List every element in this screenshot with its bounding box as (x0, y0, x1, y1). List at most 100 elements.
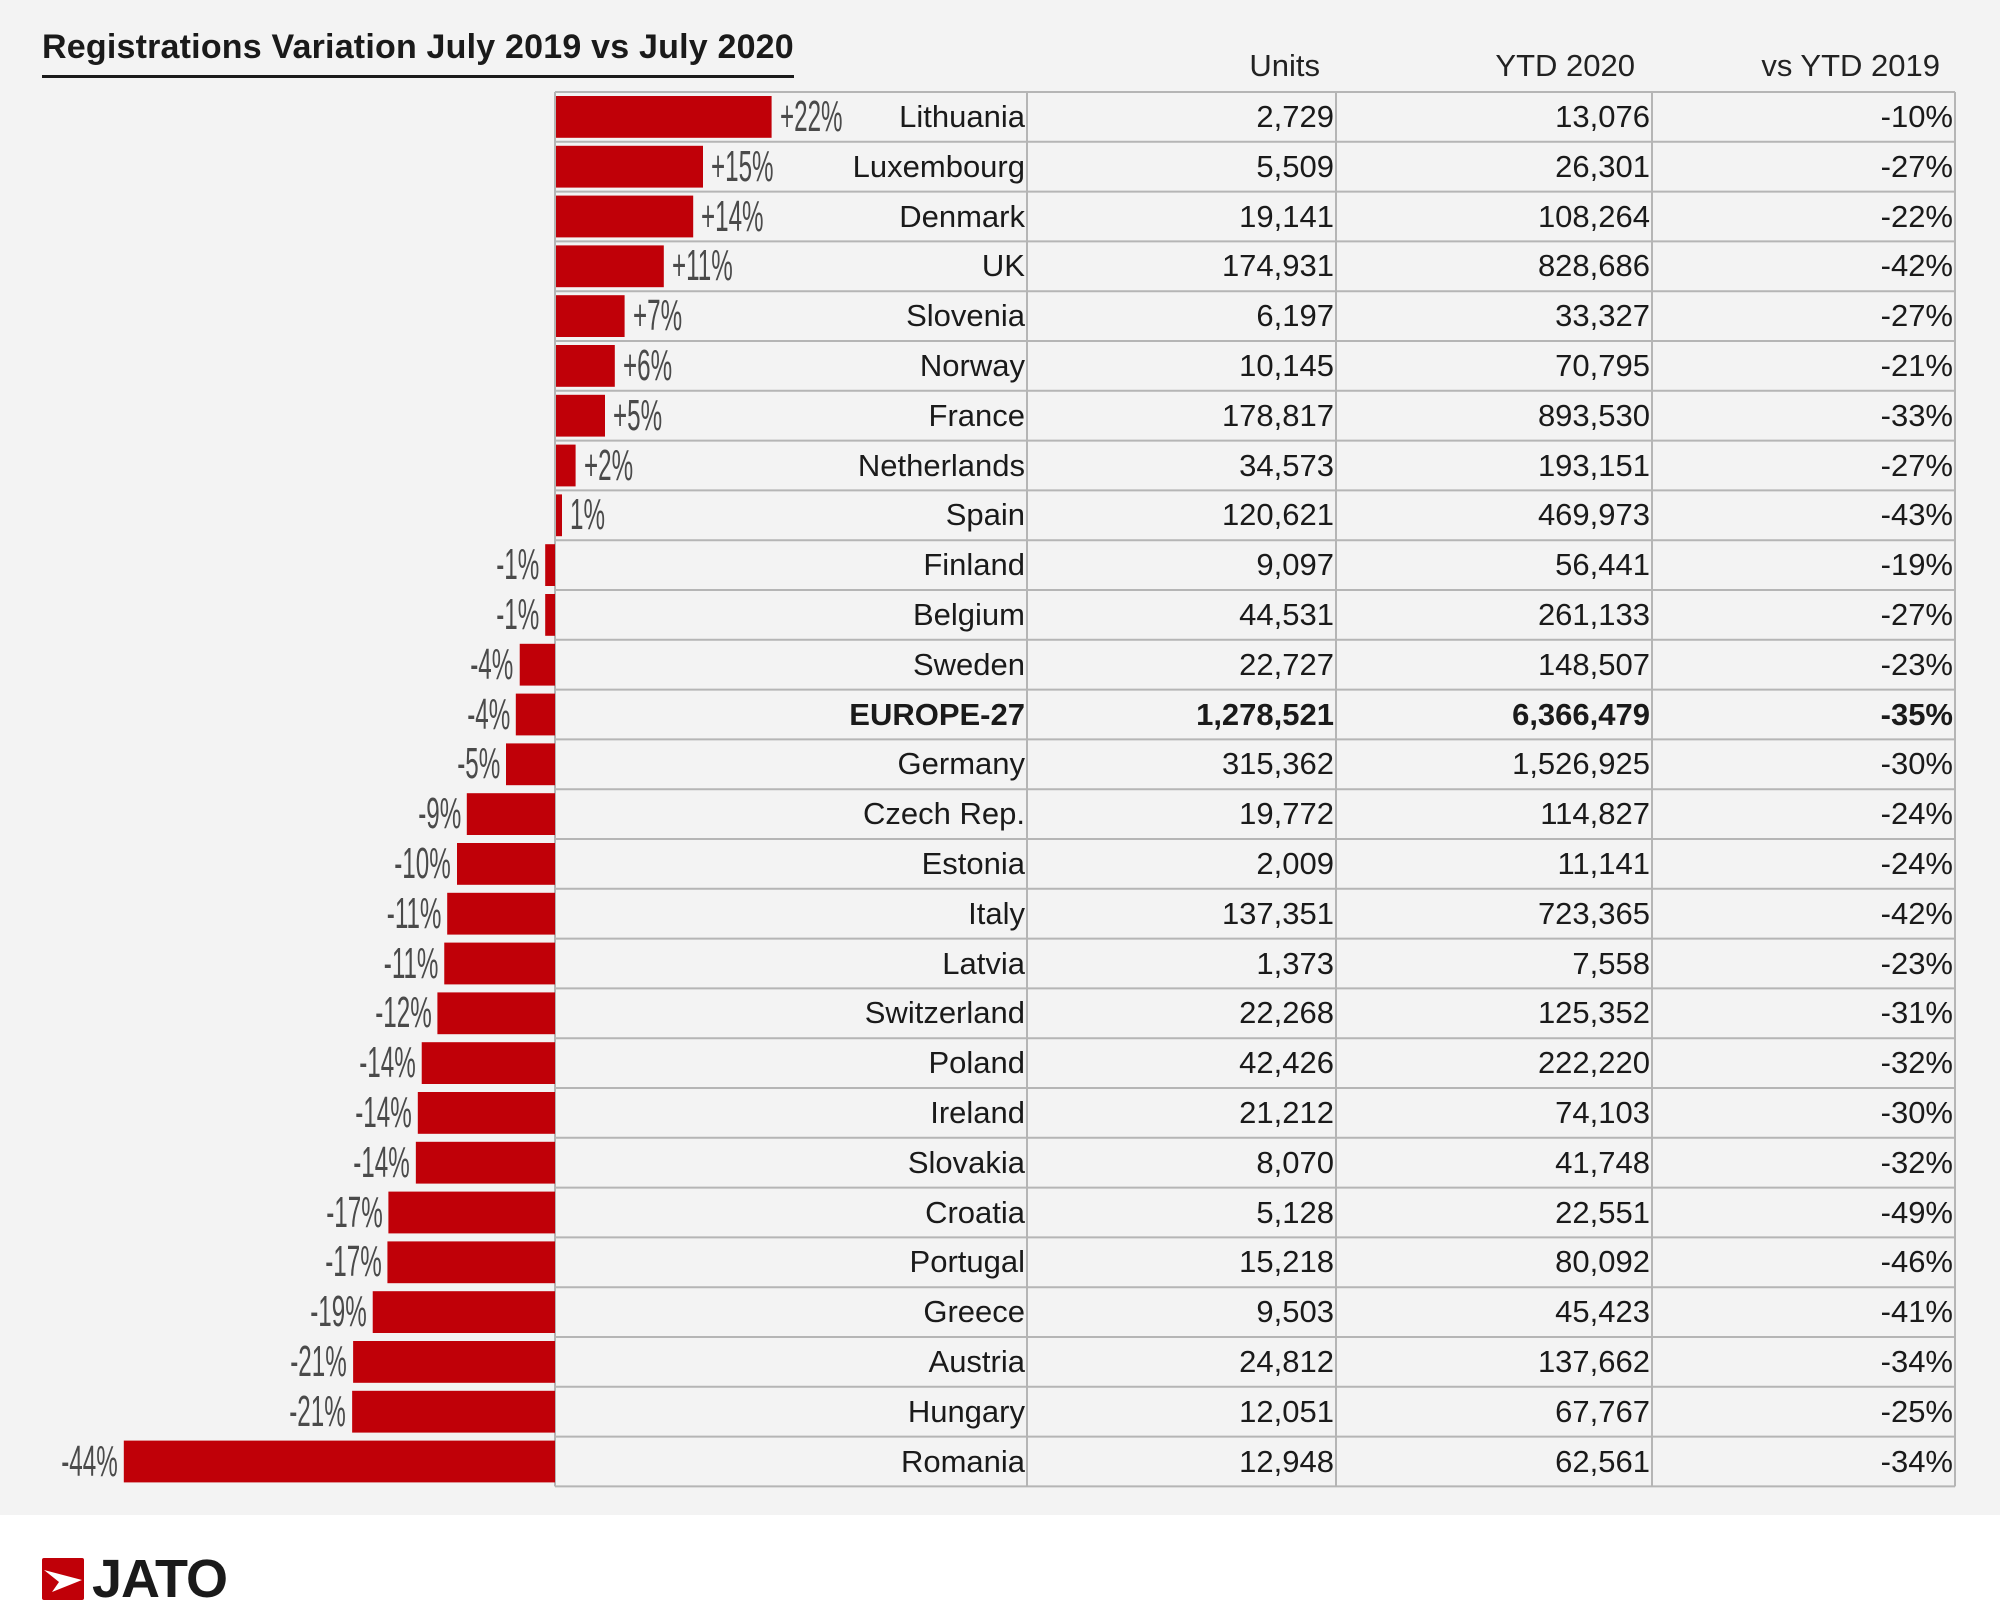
column-header-vs-ytd-2019: vs YTD 2019 (1761, 48, 1940, 83)
cell-units: 5,509 (1256, 148, 1334, 184)
data-label: -17% (325, 1187, 383, 1237)
bar-slovakia (415, 1141, 555, 1184)
country-label: Austria (928, 1344, 1025, 1379)
cell-units: 6,197 (1256, 298, 1334, 334)
cell-vs-ytd2019: -32% (1880, 1045, 1953, 1081)
bar-spain (556, 494, 562, 537)
cell-units: 5,128 (1256, 1194, 1334, 1230)
jato-logo: JATO (42, 1548, 228, 1610)
cell-vs-ytd2019: -23% (1880, 945, 1953, 981)
country-label: Greece (923, 1294, 1025, 1330)
cell-ytd2020: 7,558 (1572, 945, 1650, 981)
cell-ytd2020: 108,264 (1537, 198, 1650, 234)
country-label: Croatia (925, 1194, 1025, 1230)
cell-ytd2020: 148,507 (1537, 646, 1650, 682)
cell-vs-ytd2019: -31% (1880, 995, 1953, 1031)
chart-panel (0, 0, 2000, 1515)
cell-ytd2020: 11,141 (1557, 846, 1650, 881)
cell-ytd2020: 723,365 (1537, 895, 1650, 931)
bar-denmark (556, 195, 694, 238)
cell-vs-ytd2019: -24% (1880, 846, 1953, 881)
cell-vs-ytd2019: -41% (1880, 1294, 1953, 1330)
cell-ytd2020: 469,973 (1537, 497, 1650, 533)
cell-ytd2020: 114,827 (1540, 796, 1650, 832)
cell-vs-ytd2019: -34% (1880, 1443, 1953, 1479)
bar-poland (421, 1042, 555, 1084)
cell-vs-ytd2019: -34% (1880, 1344, 1953, 1379)
cell-vs-ytd2019: -35% (1880, 696, 1953, 732)
cell-units: 19,141 (1239, 198, 1334, 234)
cell-units: 12,948 (1239, 1443, 1334, 1479)
logo-text: JATO (92, 1549, 228, 1609)
cell-vs-ytd2019: -24% (1880, 796, 1953, 832)
cell-ytd2020: 893,530 (1537, 397, 1650, 433)
cell-units: 34,573 (1239, 447, 1334, 483)
cell-ytd2020: 70,795 (1555, 348, 1650, 383)
chart-title: Registrations Variation July 2019 vs Jul… (42, 28, 794, 78)
cell-vs-ytd2019: -25% (1880, 1393, 1953, 1429)
bar-chart-table (123, 91, 1956, 1488)
data-label: -12% (374, 988, 432, 1038)
cell-ytd2020: 222,220 (1537, 1045, 1650, 1081)
country-label: Norway (919, 348, 1025, 383)
data-label: -4% (466, 689, 510, 739)
bar-uk (556, 245, 664, 288)
cell-units: 2,009 (1256, 846, 1334, 881)
data-label: -5% (456, 739, 500, 789)
bar-estonia (457, 843, 555, 885)
data-label: -10% (394, 839, 451, 888)
cell-vs-ytd2019: -46% (1880, 1244, 1953, 1280)
cell-vs-ytd2019: -30% (1880, 1095, 1953, 1130)
cell-vs-ytd2019: -27% (1880, 298, 1953, 334)
cell-vs-ytd2019: -32% (1880, 1144, 1953, 1180)
cell-units: 137,351 (1221, 895, 1334, 931)
data-label: -14% (353, 1137, 410, 1187)
cell-ytd2020: 74,103 (1555, 1095, 1650, 1130)
data-label: -17% (324, 1237, 382, 1287)
bar-greece (372, 1291, 555, 1333)
data-label: -11% (383, 938, 439, 988)
cell-units: 10,145 (1239, 348, 1334, 383)
country-label: Spain (945, 497, 1025, 533)
country-label: Poland (928, 1045, 1025, 1081)
data-label: -21% (289, 1386, 347, 1436)
data-label: -21% (290, 1337, 348, 1386)
cell-vs-ytd2019: -49% (1880, 1194, 1953, 1230)
cell-ytd2020: 828,686 (1537, 248, 1650, 284)
country-label: Switzerland (864, 995, 1025, 1031)
data-label: +7% (632, 291, 682, 341)
data-label: -44% (61, 1436, 118, 1486)
data-label: -14% (359, 1038, 416, 1088)
cell-units: 9,097 (1256, 547, 1334, 583)
cell-ytd2020: 193,151 (1537, 447, 1650, 483)
cell-units: 9,503 (1256, 1294, 1334, 1330)
cell-units: 1,278,521 (1196, 696, 1334, 732)
bar-latvia (444, 942, 555, 985)
data-label: +11% (671, 241, 733, 291)
data-label: 1% (570, 490, 605, 540)
country-label: Lithuania (899, 99, 1025, 134)
cell-vs-ytd2019: -43% (1880, 497, 1953, 533)
country-label: EUROPE-27 (849, 696, 1025, 732)
data-label: +22% (779, 92, 843, 141)
data-label: -1% (496, 590, 540, 639)
cell-ytd2020: 56,441 (1555, 547, 1650, 583)
cell-ytd2020: 125,352 (1537, 995, 1650, 1031)
country-label: Germany (897, 746, 1025, 782)
cell-ytd2020: 261,133 (1537, 597, 1650, 632)
data-label: +6% (622, 341, 672, 390)
data-label: -14% (355, 1088, 412, 1137)
country-label: Hungary (907, 1393, 1025, 1429)
cell-vs-ytd2019: -19% (1880, 547, 1953, 583)
cell-vs-ytd2019: -27% (1880, 447, 1953, 483)
column-header-ytd-2020: YTD 2020 (1495, 48, 1635, 83)
country-label: Sweden (912, 646, 1025, 682)
bar-france (556, 394, 605, 437)
cell-vs-ytd2019: -27% (1880, 597, 1953, 632)
cell-units: 22,727 (1239, 646, 1334, 682)
country-label: UK (981, 248, 1025, 284)
bar-czech-rep- (466, 793, 555, 835)
bar-croatia (388, 1191, 555, 1234)
data-label: -19% (310, 1287, 367, 1337)
cell-ytd2020: 137,662 (1537, 1344, 1650, 1379)
